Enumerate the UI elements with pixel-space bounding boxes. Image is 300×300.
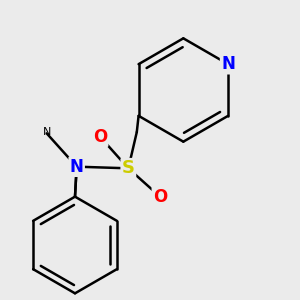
Text: N: N	[70, 158, 84, 176]
Text: O: O	[93, 128, 107, 146]
Text: N: N	[221, 55, 235, 73]
Text: S: S	[122, 159, 135, 177]
Text: O: O	[153, 188, 167, 206]
Text: N: N	[43, 127, 51, 137]
